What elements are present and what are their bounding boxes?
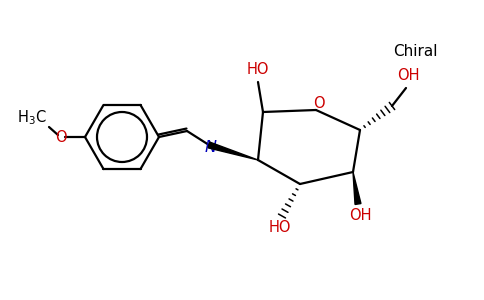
Text: O: O	[55, 130, 67, 145]
Text: H$_3$C: H$_3$C	[17, 109, 47, 127]
Text: OH: OH	[349, 208, 371, 224]
Text: N: N	[205, 140, 217, 154]
Text: OH: OH	[397, 68, 419, 83]
Polygon shape	[353, 172, 361, 205]
Text: HO: HO	[247, 62, 269, 77]
Polygon shape	[208, 142, 258, 160]
Text: HO: HO	[269, 220, 291, 236]
Text: Chiral: Chiral	[393, 44, 437, 59]
Text: O: O	[313, 95, 325, 110]
